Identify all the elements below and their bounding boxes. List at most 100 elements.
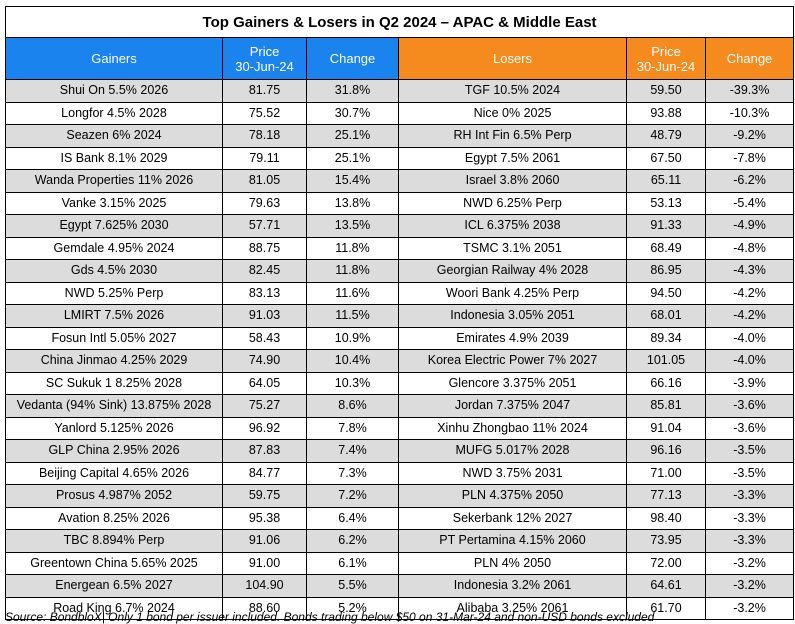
loser-bond-cell: Jordan 7.375% 2047: [398, 394, 627, 418]
loser-price-cell: 65.11: [626, 169, 706, 193]
gainer-bond-cell: IS Bank 8.1% 2029: [5, 146, 223, 170]
loser-bond-cell: Woori Bank 4.25% Perp: [398, 281, 627, 305]
loser-bond-cell: NWD 3.75% 2031: [398, 461, 627, 485]
gainer-change-cell: 25.1%: [306, 124, 399, 148]
header-gainers-price: Price 30-Jun-24: [222, 37, 307, 80]
gainer-price-cell: 95.38: [222, 506, 307, 530]
table-row: Gds 4.5% 2030 82.45 11.8% Georgian Railway …: [5, 259, 795, 283]
loser-change-cell: -4.8%: [704, 236, 795, 260]
gainer-change-cell: 30.7%: [306, 101, 399, 125]
loser-bond-cell: ICL 6.375% 2038: [398, 214, 627, 238]
gainer-price-cell: 82.45: [222, 259, 307, 283]
loser-bond-cell: TSMC 3.1% 2051: [398, 236, 627, 260]
loser-change-cell: -4.2%: [704, 304, 795, 328]
price-label: Price: [651, 43, 681, 59]
gainer-change-cell: 5.5%: [306, 574, 399, 598]
gainer-price-cell: 81.75: [222, 79, 307, 103]
gainer-price-cell: 88.75: [222, 236, 307, 260]
loser-bond-cell: Israel 3.8% 2060: [398, 169, 627, 193]
gainer-change-cell: 11.8%: [306, 236, 399, 260]
loser-bond-cell: Georgian Railway 4% 2028: [398, 259, 627, 283]
loser-change-cell: -10.3%: [704, 101, 795, 125]
gainer-price-cell: 84.77: [222, 461, 307, 485]
price-date: 30-Jun-24: [235, 58, 294, 74]
loser-price-cell: 48.79: [626, 124, 706, 148]
gainer-price-cell: 81.05: [222, 169, 307, 193]
loser-change-cell: -3.9%: [704, 371, 795, 395]
table-row: Yanlord 5.125% 2026 96.92 7.8% Xinhu Zhongb…: [5, 416, 795, 440]
gainer-change-cell: 13.8%: [306, 191, 399, 215]
gainer-bond-cell: Vedanta (94% Sink) 13.875% 2028: [5, 394, 223, 418]
loser-bond-cell: NWD 6.25% Perp: [398, 191, 627, 215]
loser-change-cell: -3.6%: [704, 416, 795, 440]
gainer-change-cell: 6.2%: [306, 529, 399, 553]
source-note: Source: BondbloX| Only 1 bond per issuer…: [5, 610, 655, 624]
loser-change-cell: -7.8%: [704, 146, 795, 170]
gainer-price-cell: 59.75: [222, 484, 307, 508]
gainer-change-cell: 8.6%: [306, 394, 399, 418]
table-row: LMIRT 7.5% 2026 91.03 11.5% Indonesia 3.05%…: [5, 304, 795, 328]
loser-price-cell: 101.05: [626, 349, 706, 373]
table-row: SC Sukuk 1 8.25% 2028 64.05 10.3% Glencore …: [5, 371, 795, 395]
gainer-change-cell: 15.4%: [306, 169, 399, 193]
price-label: Price: [249, 43, 280, 59]
loser-bond-cell: Sekerbank 12% 2027: [398, 506, 627, 530]
gainer-change-cell: 7.2%: [306, 484, 399, 508]
gainer-bond-cell: Avation 8.25% 2026: [5, 506, 223, 530]
gainer-bond-cell: Yanlord 5.125% 2026: [5, 416, 223, 440]
loser-change-cell: -3.2%: [704, 596, 795, 620]
loser-bond-cell: Glencore 3.375% 2051: [398, 371, 627, 395]
table-row: Longfor 4.5% 2028 75.52 30.7% Nice 0% 2025 9…: [5, 101, 795, 125]
table-row: Greentown China 5.65% 2025 91.00 6.1% PLN 4…: [5, 551, 795, 575]
table-row: GLP China 2.95% 2026 87.83 7.4% MUFG 5.017%…: [5, 439, 795, 463]
gainer-change-cell: 5.2%: [306, 596, 399, 620]
loser-bond-cell: Alibaba 3.25% 2061: [398, 596, 627, 620]
loser-price-cell: 53.13: [626, 191, 706, 215]
gainer-change-cell: 10.3%: [306, 371, 399, 395]
loser-change-cell: -4.9%: [704, 214, 795, 238]
loser-change-cell: -3.3%: [704, 506, 795, 530]
gainer-bond-cell: Egypt 7.625% 2030: [5, 214, 223, 238]
gainer-price-cell: 75.27: [222, 394, 307, 418]
gainer-price-cell: 75.52: [222, 101, 307, 125]
loser-price-cell: 64.61: [626, 574, 706, 598]
header-losers-price: Price 30-Jun-24: [626, 37, 706, 80]
loser-bond-cell: Nice 0% 2025: [398, 101, 627, 125]
gainer-price-cell: 83.13: [222, 281, 307, 305]
loser-change-cell: -3.2%: [704, 551, 795, 575]
loser-price-cell: 86.95: [626, 259, 706, 283]
gainer-price-cell: 78.18: [222, 124, 307, 148]
table-row: Egypt 7.625% 2030 57.71 13.5% ICL 6.375% 20…: [5, 214, 795, 238]
table-row: Road King 6.7% 2024 88.60 5.2% Alibaba 3.25…: [5, 596, 795, 620]
gainer-bond-cell: Wanda Properties 11% 2026: [5, 169, 223, 193]
loser-bond-cell: RH Int Fin 6.5% Perp: [398, 124, 627, 148]
loser-change-cell: -4.3%: [704, 259, 795, 283]
table-title: Top Gainers & Losers in Q2 2024 – APAC &…: [4, 6, 795, 38]
loser-price-cell: 89.34: [626, 326, 706, 350]
loser-price-cell: 91.33: [626, 214, 706, 238]
table-row: TBC 8.894% Perp 91.06 6.2% PT Pertamina 4.1…: [5, 529, 795, 553]
loser-change-cell: -3.6%: [704, 394, 795, 418]
gainer-change-cell: 10.4%: [306, 349, 399, 373]
loser-change-cell: -3.3%: [704, 484, 795, 508]
loser-change-cell: -9.2%: [704, 124, 795, 148]
table-row: Vedanta (94% Sink) 13.875% 2028 75.27 8.6%…: [5, 394, 795, 418]
gainer-price-cell: 64.05: [222, 371, 307, 395]
gainer-change-cell: 6.1%: [306, 551, 399, 575]
loser-price-cell: 66.16: [626, 371, 706, 395]
loser-bond-cell: TGF 10.5% 2024: [398, 79, 627, 103]
gainer-bond-cell: Greentown China 5.65% 2025: [5, 551, 223, 575]
loser-price-cell: 59.50: [626, 79, 706, 103]
table-row: Energean 6.5% 2027 104.90 5.5% Indonesia 3.…: [5, 574, 795, 598]
loser-bond-cell: Indonesia 3.2% 2061: [398, 574, 627, 598]
loser-change-cell: -4.0%: [704, 349, 795, 373]
gainer-price-cell: 104.90: [222, 574, 307, 598]
loser-change-cell: -3.5%: [704, 461, 795, 485]
gainer-price-cell: 91.03: [222, 304, 307, 328]
table-row: Avation 8.25% 2026 95.38 6.4% Sekerbank 12%…: [5, 506, 795, 530]
loser-price-cell: 77.13: [626, 484, 706, 508]
gainer-price-cell: 88.60: [222, 596, 307, 620]
loser-change-cell: -4.2%: [704, 281, 795, 305]
loser-price-cell: 61.70: [626, 596, 706, 620]
gainer-change-cell: 7.4%: [306, 439, 399, 463]
